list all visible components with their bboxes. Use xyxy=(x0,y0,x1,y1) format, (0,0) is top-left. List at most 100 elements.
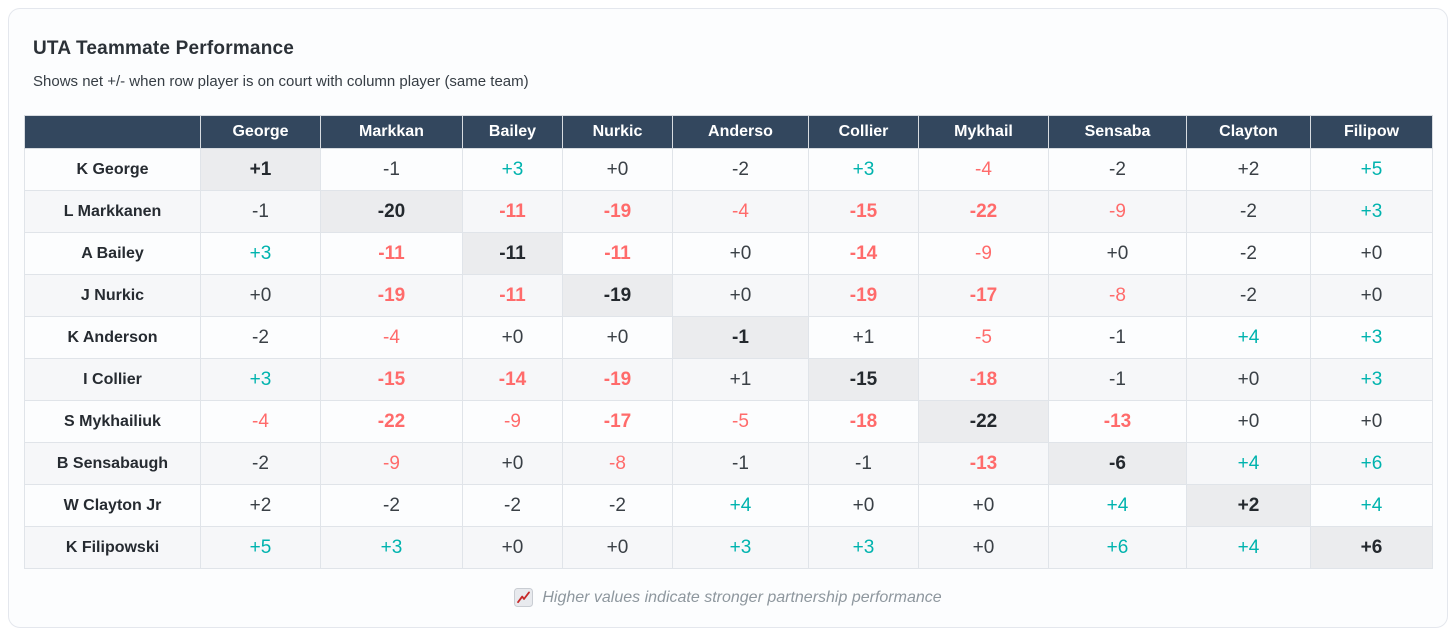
matrix-cell: -15 xyxy=(808,358,919,401)
column-header-sensaba: Sensaba xyxy=(1048,115,1187,149)
matrix-cell: -1 xyxy=(672,316,809,359)
matrix-cell: -9 xyxy=(918,232,1049,275)
matrix-cell: -13 xyxy=(918,442,1049,485)
matrix-cell: +3 xyxy=(462,148,563,191)
matrix-cell: +3 xyxy=(1310,316,1433,359)
matrix-cell: -20 xyxy=(320,190,463,233)
row-label: B Sensabaugh xyxy=(24,442,201,485)
matrix-cell: -11 xyxy=(462,232,563,275)
matrix-cell: +0 xyxy=(1310,274,1433,317)
matrix-cell: -11 xyxy=(462,274,563,317)
matrix-cell: -15 xyxy=(320,358,463,401)
matrix-cell: -2 xyxy=(1186,190,1311,233)
column-header-bailey: Bailey xyxy=(462,115,563,149)
matrix-cell: -18 xyxy=(808,400,919,443)
matrix-cell: -11 xyxy=(562,232,673,275)
matrix-cell: +4 xyxy=(1186,442,1311,485)
matrix-cell: +3 xyxy=(808,526,919,569)
matrix-cell: +4 xyxy=(1048,484,1187,527)
row-label: S Mykhailiuk xyxy=(24,400,201,443)
matrix-cell: -14 xyxy=(808,232,919,275)
matrix-cell: +4 xyxy=(1186,526,1311,569)
matrix-cell: +0 xyxy=(1310,232,1433,275)
corner-cell xyxy=(24,115,201,149)
matrix-cell: -22 xyxy=(918,190,1049,233)
matrix-cell: -11 xyxy=(462,190,563,233)
matrix-cell: +0 xyxy=(918,484,1049,527)
matrix-cell: +0 xyxy=(672,232,809,275)
column-header-markkan: Markkan xyxy=(320,115,463,149)
column-header-nurkic: Nurkic xyxy=(562,115,673,149)
matrix-cell: -4 xyxy=(320,316,463,359)
row-label: A Bailey xyxy=(24,232,201,275)
matrix-cell: -17 xyxy=(562,400,673,443)
table-row: K Filipowski +5 +3 +0 +0 +3 +3 +0 +6 +4 +6 xyxy=(24,526,1433,569)
matrix-cell: -22 xyxy=(320,400,463,443)
matrix-cell: +3 xyxy=(808,148,919,191)
matrix-cell: -13 xyxy=(1048,400,1187,443)
teammate-performance-card: UTA Teammate Performance Shows net +/- w… xyxy=(8,8,1448,628)
matrix-cell: +3 xyxy=(200,232,321,275)
matrix-cell: +3 xyxy=(200,358,321,401)
matrix-cell: +2 xyxy=(1186,484,1311,527)
matrix-cell: -14 xyxy=(462,358,563,401)
matrix-cell: -1 xyxy=(1048,316,1187,359)
matrix-cell: -2 xyxy=(1186,232,1311,275)
matrix-cell: -1 xyxy=(808,442,919,485)
teammate-performance-table: George Markkan Bailey Nurkic Anderso Collier M… xyxy=(24,115,1433,569)
matrix-cell: -4 xyxy=(200,400,321,443)
matrix-cell: -19 xyxy=(562,358,673,401)
matrix-cell: -5 xyxy=(918,316,1049,359)
matrix-cell: -6 xyxy=(1048,442,1187,485)
matrix-cell: +5 xyxy=(200,526,321,569)
matrix-cell: -2 xyxy=(1186,274,1311,317)
matrix-cell: +1 xyxy=(808,316,919,359)
column-header-mykhail: Mykhail xyxy=(918,115,1049,149)
matrix-cell: +0 xyxy=(462,316,563,359)
matrix-cell: +3 xyxy=(672,526,809,569)
matrix-cell: +6 xyxy=(1310,442,1433,485)
page-title: UTA Teammate Performance xyxy=(33,38,295,59)
matrix-cell: +2 xyxy=(1186,148,1311,191)
matrix-cell: +1 xyxy=(672,358,809,401)
matrix-cell: +0 xyxy=(918,526,1049,569)
footer-text: Higher values indicate stronger partners… xyxy=(542,588,942,606)
matrix-cell: +4 xyxy=(672,484,809,527)
table-row: B Sensabaugh -2 -9 +0 -8 -1 -1 -13 -6 +4 +6 xyxy=(24,442,1433,485)
column-header-clayton: Clayton xyxy=(1186,115,1311,149)
matrix-cell: -19 xyxy=(562,274,673,317)
matrix-cell: -4 xyxy=(918,148,1049,191)
matrix-cell: +5 xyxy=(1310,148,1433,191)
row-label: L Markkanen xyxy=(24,190,201,233)
table-row: A Bailey +3 -11 -11 -11 +0 -14 -9 +0 -2 +0 xyxy=(24,232,1433,275)
matrix-cell: +3 xyxy=(1310,358,1433,401)
matrix-cell: -18 xyxy=(918,358,1049,401)
table-row: W Clayton Jr +2 -2 -2 -2 +4 +0 +0 +4 +2 +4 xyxy=(24,484,1433,527)
matrix-cell: +0 xyxy=(462,526,563,569)
matrix-cell: -5 xyxy=(672,400,809,443)
matrix-cell: +0 xyxy=(562,316,673,359)
matrix-cell: -2 xyxy=(462,484,563,527)
matrix-cell: +0 xyxy=(1186,358,1311,401)
matrix-cell: +0 xyxy=(200,274,321,317)
matrix-cell: +0 xyxy=(672,274,809,317)
column-header-filipow: Filipow xyxy=(1310,115,1433,149)
row-label: W Clayton Jr xyxy=(24,484,201,527)
matrix-cell: -9 xyxy=(462,400,563,443)
matrix-cell: +6 xyxy=(1048,526,1187,569)
table-row: S Mykhailiuk -4 -22 -9 -17 -5 -18 -22 -13 +0 +0 xyxy=(24,400,1433,443)
matrix-cell: -8 xyxy=(1048,274,1187,317)
matrix-cell: -2 xyxy=(672,148,809,191)
header-row: George Markkan Bailey Nurkic Anderso Collier M… xyxy=(24,115,1433,149)
matrix-cell: +3 xyxy=(320,526,463,569)
column-header-george: George xyxy=(200,115,321,149)
matrix-cell: -19 xyxy=(808,274,919,317)
matrix-cell: +0 xyxy=(562,526,673,569)
table-row: K George +1 -1 +3 +0 -2 +3 -4 -2 +2 +5 xyxy=(24,148,1433,191)
table-header: George Markkan Bailey Nurkic Anderso Collier M… xyxy=(24,115,1433,149)
matrix-cell: -8 xyxy=(562,442,673,485)
column-header-anderso: Anderso xyxy=(672,115,809,149)
matrix-cell: -9 xyxy=(320,442,463,485)
matrix-cell: -4 xyxy=(672,190,809,233)
matrix-cell: -2 xyxy=(200,316,321,359)
